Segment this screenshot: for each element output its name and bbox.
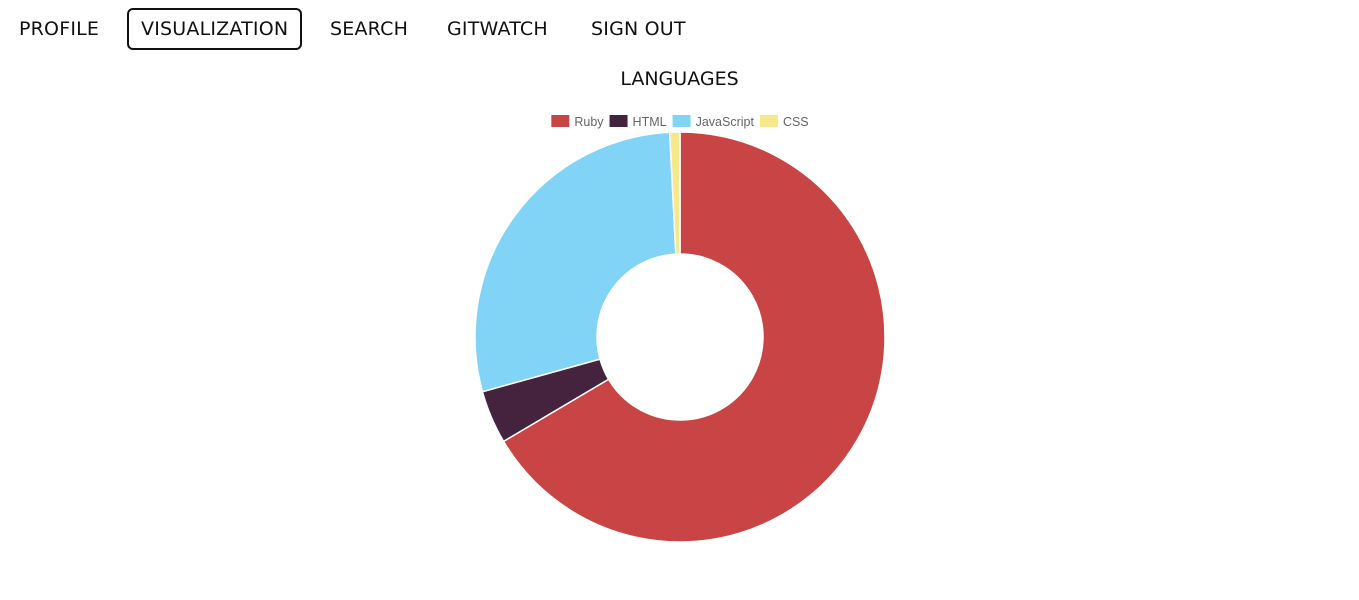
slice-css[interactable] — [668, 131, 681, 255]
legend-label: HTML — [633, 115, 667, 129]
nav-profile[interactable]: PROFILE — [19, 18, 100, 40]
legend-item-css[interactable]: CSS — [759, 115, 809, 129]
legend-item-javascript[interactable]: JavaScript — [672, 115, 755, 129]
nav-visualization[interactable]: VISUALIZATION — [127, 8, 303, 50]
legend-swatch — [672, 115, 691, 127]
legend-label: JavaScript — [696, 115, 755, 129]
slice-ruby[interactable] — [502, 131, 886, 543]
chart-title: LANGUAGES — [620, 68, 739, 90]
legend-item-html[interactable]: HTML — [609, 115, 667, 129]
nav-sign-out[interactable]: SIGN OUT — [591, 18, 686, 40]
nav-search[interactable]: SEARCH — [330, 18, 409, 40]
legend-label: Ruby — [574, 115, 604, 129]
legend-swatch — [759, 115, 778, 127]
legend-swatch — [609, 115, 628, 127]
legend-swatch — [551, 115, 570, 127]
legend-item-ruby[interactable]: Ruby — [551, 115, 604, 129]
legend-label: CSS — [783, 115, 809, 129]
slice-javascript[interactable] — [474, 131, 677, 393]
chart-slices — [474, 131, 886, 543]
nav-gitwatch[interactable]: GITWATCH — [447, 18, 548, 40]
chart-legend: Ruby HTML JavaScript CSS — [551, 115, 809, 129]
top-nav: PROFILE VISUALIZATION SEARCH GITWATCH SI… — [0, 0, 1359, 60]
